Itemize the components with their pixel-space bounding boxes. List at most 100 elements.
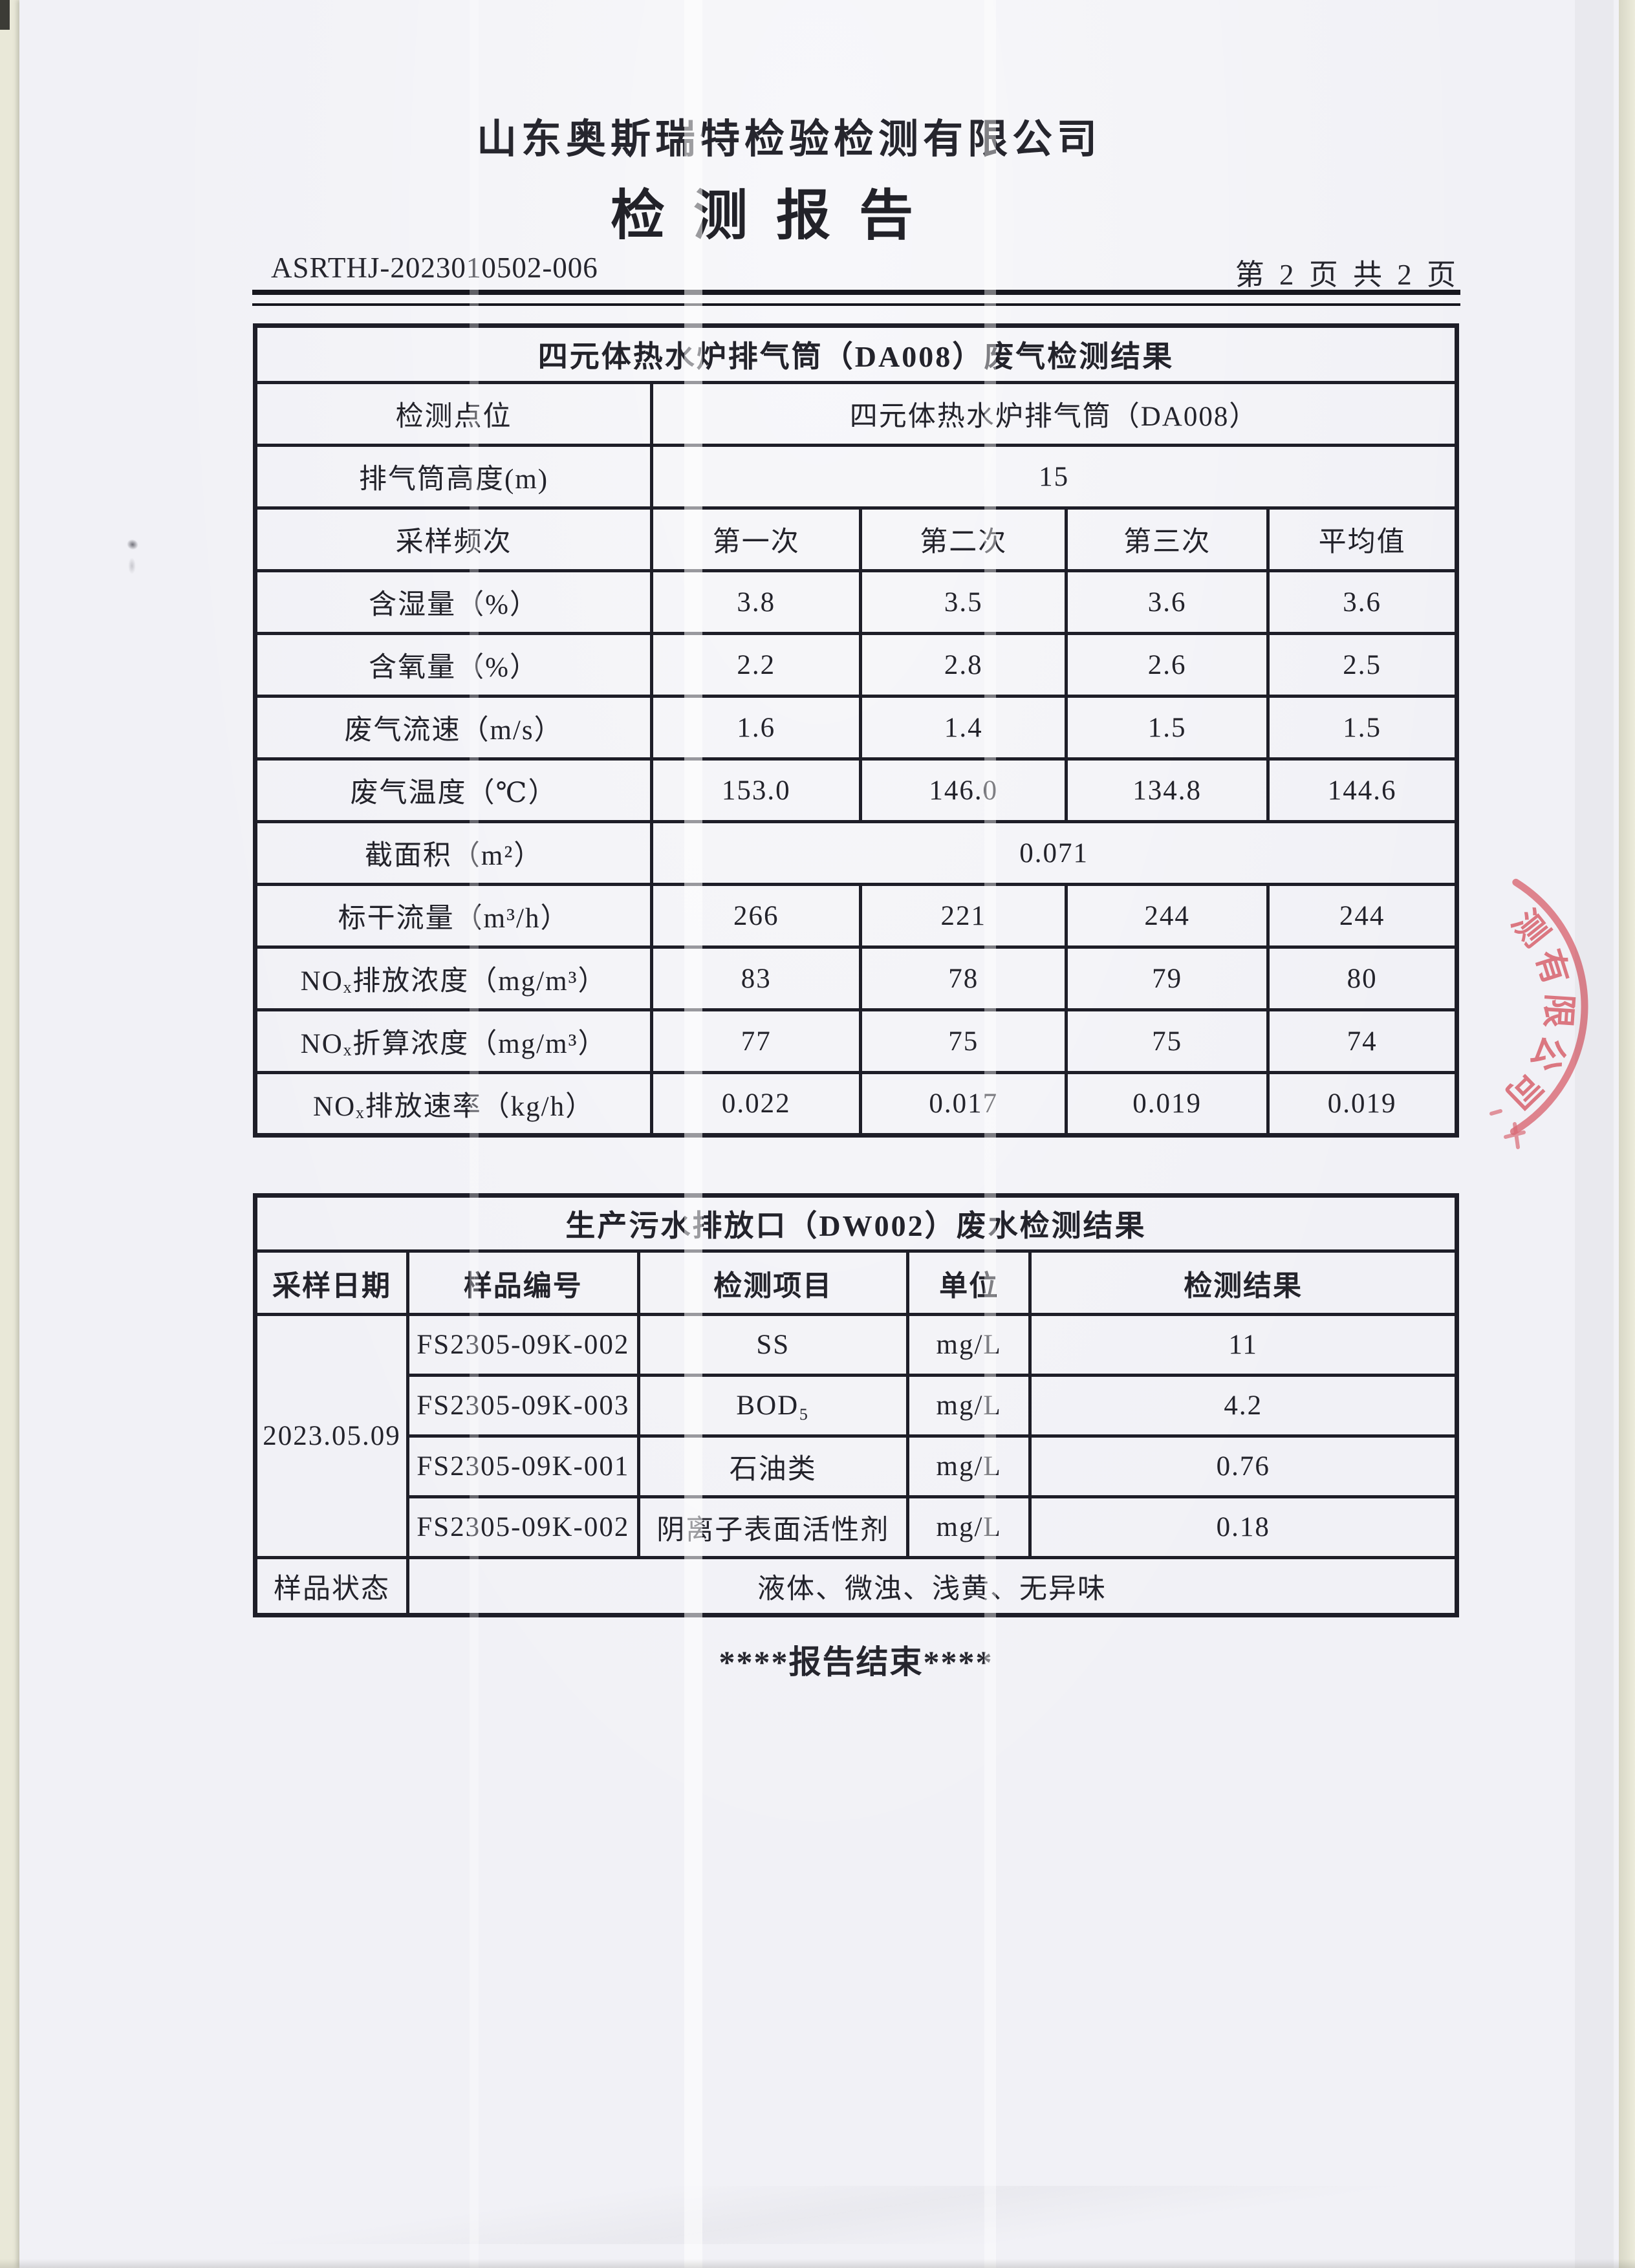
value-cell: 0.071 xyxy=(650,820,1458,886)
item-cell: 阴离子表面活性剂 xyxy=(636,1495,909,1559)
result-cell: 4.2 xyxy=(1028,1374,1458,1438)
table-row: 四元体热水炉排气筒（DA008）废气检测结果 xyxy=(254,324,1458,384)
value-cell: 146.0 xyxy=(859,757,1068,823)
sample-id-cell: FS2305-09K-002 xyxy=(406,1495,640,1559)
sample-status-label: 样品状态 xyxy=(254,1556,409,1617)
param-label: 废气流速（m/s） xyxy=(253,695,654,761)
param-label: 含湿量（%） xyxy=(253,569,654,635)
freq-header-cell: 平均值 xyxy=(1266,506,1458,572)
table-row: 2023.05.09 FS2305-09K-002 SS mg/L 11 xyxy=(254,1313,1458,1559)
freq-header-cell: 第一次 xyxy=(650,506,863,572)
param-label: 含氧量（%） xyxy=(253,632,654,698)
report-meta-row: ASRTHJ-2023010502-006 第 2 页 共 2 页 xyxy=(253,251,1460,291)
table-row: FS2305-09K-001 石油类 mg/L 0.76 xyxy=(255,1434,1458,1498)
value-cell: 2.6 xyxy=(1065,632,1270,698)
table-row: NOₓ排放速率（kg/h） 0.022 0.017 0.019 0.019 xyxy=(253,1071,1458,1137)
column-header: 采样日期 xyxy=(254,1249,409,1316)
table-row: 采样频次 第一次 第二次 第三次 平均值 xyxy=(253,506,1458,572)
value-cell: 1.5 xyxy=(1266,695,1458,761)
document-page: 山东奥斯瑞特检验检测有限公司 检测报告 ASRTHJ-2023010502-00… xyxy=(19,0,1619,2268)
scan-speck xyxy=(125,537,140,552)
report-number: ASRTHJ-2023010502-006 xyxy=(271,252,598,284)
stack-height-value: 15 xyxy=(650,444,1458,510)
svg-text:测有限公司: 测有限公司 xyxy=(1494,904,1577,1119)
table-row: 废气流速（m/s） 1.6 1.4 1.5 1.5 xyxy=(253,695,1458,761)
report-end-text: ****报告结束**** xyxy=(719,1644,993,1680)
value-cell: 0.019 xyxy=(1065,1071,1270,1137)
param-label: 废气温度（℃） xyxy=(253,757,654,823)
table-row: NOₓ折算浓度（mg/m³） 77 75 75 74 xyxy=(253,1008,1458,1074)
value-cell: 77 xyxy=(650,1008,863,1074)
value-cell: 2.2 xyxy=(650,632,863,698)
sample-id-cell: FS2305-09K-003 xyxy=(406,1374,640,1438)
column-header: 检测结果 xyxy=(1028,1249,1458,1316)
result-cell: 11 xyxy=(1028,1313,1458,1377)
water-table-title: 生产污水排放口（DW002）废水检测结果 xyxy=(254,1194,1458,1253)
param-label: NOₓ折算浓度（mg/m³） xyxy=(253,1008,654,1074)
table-row: 样品状态 液体、微浊、浅黄、无异味 xyxy=(254,1556,1459,1617)
value-cell: 74 xyxy=(1266,1008,1458,1074)
sample-status-value: 液体、微浊、浅黄、无异味 xyxy=(406,1556,1459,1617)
table-row: 检测点位 四元体热水炉排气筒（DA008） xyxy=(253,381,1458,447)
freq-header-cell: 第二次 xyxy=(859,506,1068,572)
param-label: NOₓ排放速率（kg/h） xyxy=(253,1071,654,1137)
table-row: 含氧量（%） 2.2 2.8 2.6 2.5 xyxy=(253,632,1458,698)
table-row: NOₓ排放浓度（mg/m³） 83 78 79 80 xyxy=(253,945,1458,1011)
header-rule-top xyxy=(252,290,1460,295)
value-cell: 83 xyxy=(650,945,863,1011)
stack-height-label: 排气筒高度(m) xyxy=(253,444,654,510)
value-cell: 244 xyxy=(1266,883,1458,949)
value-cell: 75 xyxy=(1065,1008,1270,1074)
unit-cell: mg/L xyxy=(905,1313,1032,1377)
value-cell: 2.8 xyxy=(859,632,1068,698)
freq-header-cell: 采样频次 xyxy=(253,506,654,572)
paper-wrinkle xyxy=(84,2186,1572,2244)
value-cell: 3.6 xyxy=(1065,569,1270,635)
scan-smudge xyxy=(128,557,136,574)
value-cell: 3.5 xyxy=(859,569,1068,635)
table-row: 生产污水排放口（DW002）废水检测结果 xyxy=(254,1194,1458,1253)
table-row: 截面积（m²） 0.071 xyxy=(253,820,1458,886)
table-row: 排气筒高度(m) 15 xyxy=(253,444,1458,510)
value-cell: 80 xyxy=(1266,945,1458,1011)
value-cell: 3.8 xyxy=(650,569,863,635)
value-cell: 144.6 xyxy=(1266,757,1458,823)
seal-text: 测有限公司 xyxy=(1494,904,1572,1119)
gas-point-value: 四元体热水炉排气筒（DA008） xyxy=(650,381,1458,447)
table-row: 采样日期 样品编号 检测项目 单位 检测结果 xyxy=(254,1249,1458,1316)
company-name: 山东奥斯瑞特检验检测有限公司 xyxy=(476,118,1101,162)
table-row: 废气温度（℃） 153.0 146.0 134.8 144.6 xyxy=(253,757,1458,823)
gas-point-label: 检测点位 xyxy=(253,381,654,447)
value-cell: 1.4 xyxy=(859,695,1068,761)
table-row: 含湿量（%） 3.8 3.5 3.6 3.6 xyxy=(253,569,1458,635)
value-cell: 0.022 xyxy=(650,1071,863,1137)
value-cell: 78 xyxy=(859,945,1068,1011)
table-row: FS2305-09K-003 BOD₅ mg/L 4.2 xyxy=(255,1374,1458,1438)
param-label: 标干流量（m³/h） xyxy=(253,883,654,949)
page-indicator: 第 2 页 共 2 页 xyxy=(1235,259,1460,291)
seal-arc xyxy=(1510,878,1588,1136)
item-cell: BOD₅ xyxy=(636,1374,909,1438)
value-cell: 134.8 xyxy=(1065,757,1270,823)
param-label: NOₓ排放浓度（mg/m³） xyxy=(253,945,654,1011)
column-header: 单位 xyxy=(905,1249,1032,1316)
sampling-date-cell: 2023.05.09 xyxy=(254,1313,409,1559)
scan-corner-artifact xyxy=(0,0,10,30)
value-cell: 244 xyxy=(1065,883,1270,949)
page-edge-shadow xyxy=(1619,0,1635,2268)
sample-id-cell: FS2305-09K-002 xyxy=(406,1313,640,1377)
value-cell: 0.019 xyxy=(1266,1071,1458,1137)
item-cell: SS xyxy=(636,1313,909,1377)
value-cell: 1.6 xyxy=(650,695,863,761)
freq-header-cell: 第三次 xyxy=(1065,506,1270,572)
value-cell: 79 xyxy=(1065,945,1270,1011)
unit-cell: mg/L xyxy=(905,1434,1032,1498)
value-cell: 2.5 xyxy=(1266,632,1458,698)
document-title: 检测报告 xyxy=(610,186,942,246)
gas-results-table: 四元体热水炉排气筒（DA008）废气检测结果 检测点位 四元体热水炉排气筒（DA… xyxy=(253,323,1459,1138)
unit-cell: mg/L xyxy=(905,1374,1032,1438)
value-cell: 75 xyxy=(859,1008,1068,1074)
result-cell: 0.18 xyxy=(1028,1495,1458,1559)
param-label: 截面积（m²） xyxy=(253,820,654,886)
